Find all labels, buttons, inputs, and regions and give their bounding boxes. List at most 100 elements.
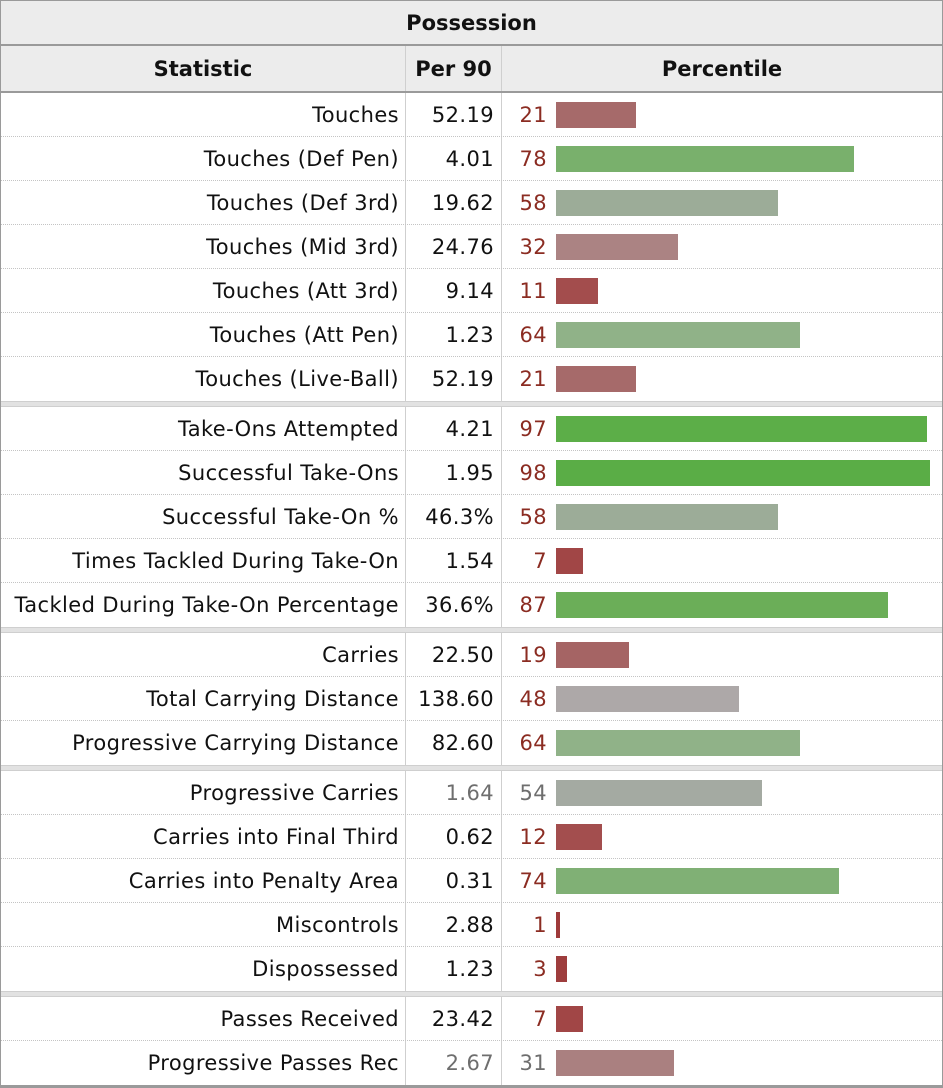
group-separator xyxy=(1,765,942,771)
table-row: Tackled During Take-On Percentage 36.6% 87 xyxy=(1,583,942,627)
per90-value: 23.42 xyxy=(406,997,502,1040)
percentile-bar xyxy=(556,868,839,894)
header-statistic[interactable]: Statistic xyxy=(1,46,406,91)
percentile-bar xyxy=(556,1050,674,1076)
percentile-value: 3 xyxy=(533,957,547,981)
percentile-cell: 1 xyxy=(502,903,942,946)
percentile-cell: 19 xyxy=(502,633,942,676)
percentile-cell: 7 xyxy=(502,997,942,1040)
table-row: Total Carrying Distance 138.60 48 xyxy=(1,677,942,721)
table-caption: Possession xyxy=(1,1,942,46)
table-row: Touches (Mid 3rd) 24.76 32 xyxy=(1,225,942,269)
percentile-bar xyxy=(556,592,888,618)
percentile-bar xyxy=(556,642,629,668)
per90-value: 36.6% xyxy=(406,583,502,627)
table-row: Progressive Passes Rec 2.67 31 xyxy=(1,1041,942,1085)
percentile-cell: 48 xyxy=(502,677,942,720)
percentile-bar xyxy=(556,956,567,982)
stat-name: Touches (Live-Ball) xyxy=(1,357,406,401)
percentile-bar xyxy=(556,234,678,260)
percentile-bar xyxy=(556,146,854,172)
percentile-value: 7 xyxy=(533,1006,547,1031)
percentile-value: 31 xyxy=(519,1051,547,1075)
per90-value: 1.23 xyxy=(406,313,502,356)
percentile-cell: 21 xyxy=(502,357,942,401)
table-row: Successful Take-On % 46.3% 58 xyxy=(1,495,942,539)
percentile-value: 19 xyxy=(519,642,547,667)
table-row: Dispossessed 1.23 3 xyxy=(1,947,942,991)
percentile-bar xyxy=(556,322,800,348)
stat-name: Touches (Def Pen) xyxy=(1,137,406,180)
percentile-bar xyxy=(556,548,583,574)
percentile-cell: 87 xyxy=(502,583,942,627)
stat-name: Successful Take-On % xyxy=(1,495,406,538)
percentile-value: 11 xyxy=(519,278,547,303)
table-row: Take-Ons Attempted 4.21 97 xyxy=(1,407,942,451)
percentile-cell: 58 xyxy=(502,495,942,538)
percentile-value: 54 xyxy=(519,780,547,805)
percentile-cell: 97 xyxy=(502,407,942,450)
header-per90[interactable]: Per 90 xyxy=(406,46,502,91)
per90-value: 1.23 xyxy=(406,947,502,991)
per90-value: 46.3% xyxy=(406,495,502,538)
percentile-value: 58 xyxy=(519,190,547,215)
percentile-value: 21 xyxy=(519,367,547,391)
table-row: Passes Received 23.42 7 xyxy=(1,997,942,1041)
percentile-cell: 7 xyxy=(502,539,942,582)
per90-value: 2.67 xyxy=(406,1041,502,1085)
percentile-cell: 54 xyxy=(502,771,942,814)
percentile-cell: 21 xyxy=(502,93,942,136)
percentile-bar xyxy=(556,102,636,128)
per90-value: 4.21 xyxy=(406,407,502,450)
stat-name: Tackled During Take-On Percentage xyxy=(1,583,406,627)
per90-value: 9.14 xyxy=(406,269,502,312)
per90-value: 138.60 xyxy=(406,677,502,720)
percentile-cell: 74 xyxy=(502,859,942,902)
table-body: Touches 52.19 21 Touches (Def Pen) 4.01 78 Tou… xyxy=(1,93,942,1085)
percentile-value: 48 xyxy=(519,686,547,711)
percentile-cell: 78 xyxy=(502,137,942,180)
per90-value: 82.60 xyxy=(406,721,502,765)
percentile-bar xyxy=(556,780,762,806)
percentile-bar xyxy=(556,1006,583,1032)
percentile-value: 32 xyxy=(519,234,547,259)
percentile-cell: 31 xyxy=(502,1041,942,1085)
percentile-bar xyxy=(556,686,739,712)
percentile-bar xyxy=(556,190,778,216)
stat-name: Successful Take-Ons xyxy=(1,451,406,494)
stat-name: Dispossessed xyxy=(1,947,406,991)
per90-value: 1.95 xyxy=(406,451,502,494)
group-separator xyxy=(1,401,942,407)
percentile-bar xyxy=(556,366,636,392)
stat-name: Touches xyxy=(1,93,406,136)
percentile-bar xyxy=(556,912,560,938)
percentile-value: 21 xyxy=(519,102,547,127)
per90-value: 0.62 xyxy=(406,815,502,858)
percentile-value: 1 xyxy=(533,912,547,937)
percentile-value: 87 xyxy=(519,593,547,617)
stat-name: Carries into Final Third xyxy=(1,815,406,858)
percentile-cell: 64 xyxy=(502,313,942,356)
per90-value: 52.19 xyxy=(406,357,502,401)
percentile-cell: 32 xyxy=(502,225,942,268)
percentile-bar xyxy=(556,278,598,304)
percentile-value: 78 xyxy=(519,146,547,171)
table-row: Miscontrols 2.88 1 xyxy=(1,903,942,947)
per90-value: 1.54 xyxy=(406,539,502,582)
percentile-bar xyxy=(556,824,602,850)
stat-name: Total Carrying Distance xyxy=(1,677,406,720)
percentile-value: 58 xyxy=(519,504,547,529)
percentile-value: 7 xyxy=(533,548,547,573)
percentile-bar xyxy=(556,460,930,486)
per90-value: 2.88 xyxy=(406,903,502,946)
percentile-value: 12 xyxy=(519,824,547,849)
table-row: Carries 22.50 19 xyxy=(1,633,942,677)
percentile-cell: 12 xyxy=(502,815,942,858)
percentile-cell: 58 xyxy=(502,181,942,224)
header-percentile[interactable]: Percentile xyxy=(661,56,783,81)
percentile-cell: 3 xyxy=(502,947,942,991)
stat-name: Passes Received xyxy=(1,997,406,1040)
group-separator xyxy=(1,627,942,633)
percentile-bar xyxy=(556,730,800,756)
per90-value: 0.31 xyxy=(406,859,502,902)
